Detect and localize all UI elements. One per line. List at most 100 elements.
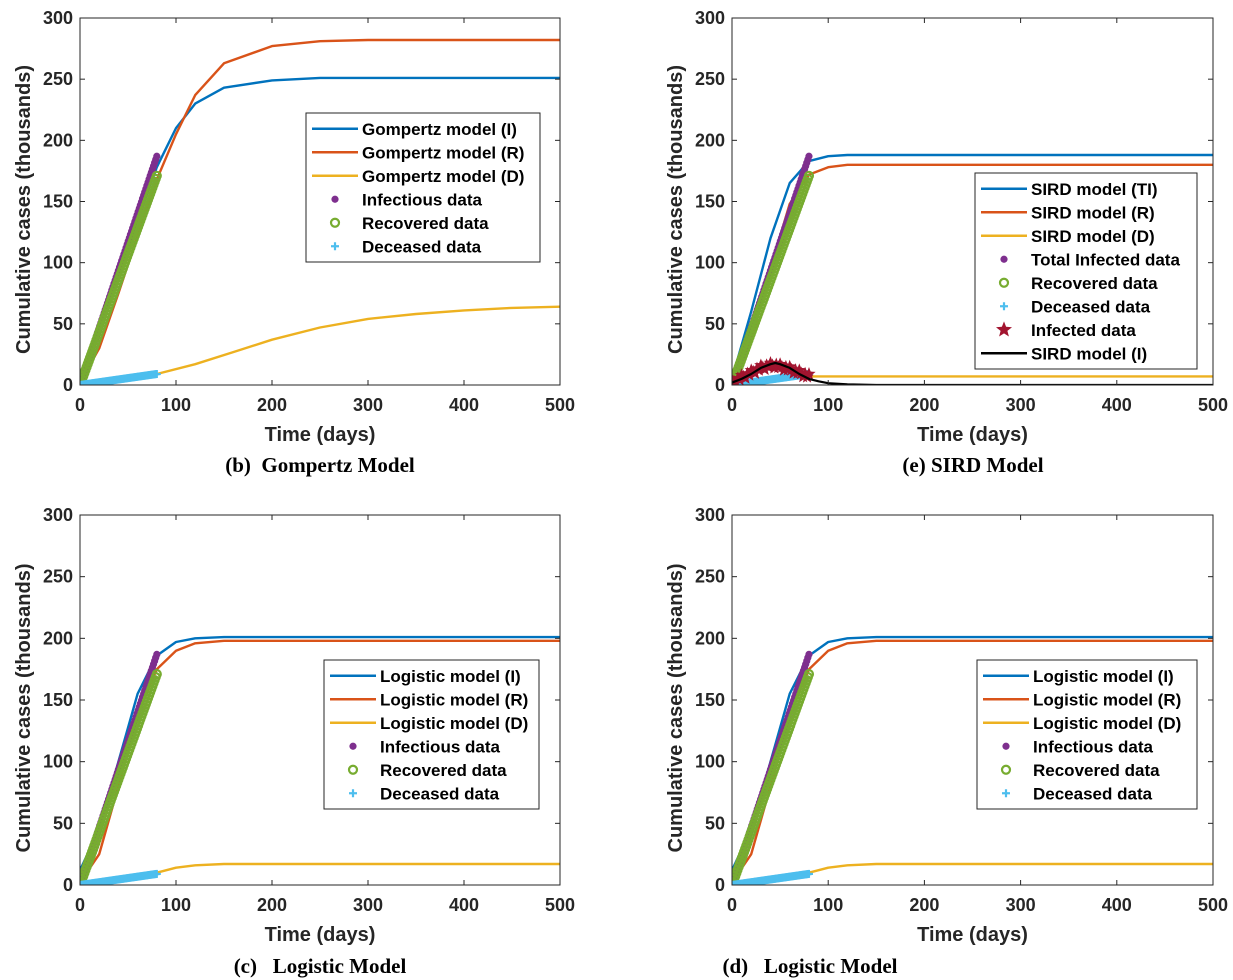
- legend-label: Logistic model (R): [380, 690, 528, 709]
- x-tick-label: 300: [353, 395, 383, 415]
- x-tick-label: 400: [1102, 395, 1132, 415]
- y-axis-label: Cumulative cases (thousands): [665, 564, 687, 853]
- y-tick-label: 200: [695, 130, 725, 150]
- x-axis-label: Time (days): [265, 424, 376, 446]
- y-tick-label: 50: [53, 314, 73, 334]
- y-axis-label: Cumulative cases (thousands): [13, 65, 35, 354]
- x-tick-label: 500: [545, 895, 575, 915]
- y-tick-label: 300: [43, 505, 73, 525]
- legend-swatch: [1002, 742, 1010, 750]
- legend-label: Infectious data: [1033, 737, 1154, 756]
- legend-label: SIRD model (D): [1031, 227, 1155, 246]
- series-infectious-data-point: [153, 152, 161, 160]
- legend-swatch: [1002, 789, 1010, 798]
- x-tick-label: 0: [75, 895, 85, 915]
- plot-area: [80, 635, 560, 885]
- legend-label: Infectious data: [380, 737, 501, 756]
- series-infected-data-point: [802, 367, 816, 380]
- y-axis-label: Cumulative cases (thousands): [665, 65, 687, 354]
- y-tick-label: 250: [43, 69, 73, 89]
- series-infected-data-point: [792, 363, 806, 376]
- legend-swatch: [331, 242, 339, 251]
- series-recovered-data-markers: [732, 668, 815, 885]
- legend-box: [323, 659, 540, 810]
- legend-label: Recovered data: [1033, 761, 1160, 780]
- y-tick-label: 0: [63, 875, 73, 895]
- x-axis-label: Time (days): [917, 924, 1028, 946]
- legend-label: Logistic model (I): [1033, 667, 1174, 686]
- legend-label: Deceased data: [1031, 297, 1151, 316]
- panel-caption: (b) Gompertz Model: [225, 453, 415, 477]
- chart-panel-3: 0 100 200 300 400 500 0 50 100 150 200 250 300 Time (…: [13, 505, 575, 978]
- legend: Logistic model (I) Logistic model (R) Logi…: [976, 659, 1198, 810]
- y-tick-label: 300: [695, 8, 725, 28]
- series-recovered-data-markers: [80, 170, 162, 385]
- legend-swatch: [1000, 302, 1008, 311]
- y-tick-label: 200: [43, 130, 73, 150]
- legend-label: Infected data: [1031, 321, 1136, 340]
- y-tick-label: 250: [695, 567, 725, 587]
- x-tick-label: 200: [909, 895, 939, 915]
- series-recovered-data-point: [151, 668, 162, 680]
- series-recovered-data-point: [803, 170, 815, 181]
- panel-caption: (c) Logistic Model: [234, 954, 407, 978]
- legend-label: SIRD model (R): [1031, 203, 1155, 222]
- series-deceased-data-markers: [80, 869, 161, 885]
- x-tick-label: 400: [449, 895, 479, 915]
- legend-label: Logistic model (D): [1033, 714, 1181, 733]
- x-axis-label: Time (days): [917, 424, 1028, 446]
- x-tick-label: 200: [257, 395, 287, 415]
- legend: SIRD model (TI) SIRD model (R) SIRD model …: [974, 172, 1198, 370]
- x-tick-label: 400: [449, 395, 479, 415]
- legend-label: Gompertz model (R): [362, 143, 524, 162]
- panel-caption: (e) SIRD Model: [902, 453, 1043, 477]
- legend-swatch: [998, 277, 1010, 288]
- x-tick-label: 300: [1006, 895, 1036, 915]
- series-deceased-data-point: [152, 869, 161, 878]
- chart-panel-1: 0 100 200 300 400 500 0 50 100 150 200 250 300 Time (…: [13, 8, 575, 477]
- series-recovered-data-markers: [80, 668, 162, 885]
- x-axis-label: Time (days): [265, 924, 376, 946]
- series-recovered-data-point: [151, 170, 162, 181]
- legend-label: Recovered data: [380, 761, 507, 780]
- y-tick-label: 0: [715, 875, 725, 895]
- x-tick-label: 0: [727, 895, 737, 915]
- y-tick-label: 150: [695, 192, 725, 212]
- legend-label: SIRD model (TI): [1031, 180, 1158, 199]
- series-deceased-data-markers: [80, 369, 161, 385]
- legend-label: Total Infected data: [1031, 250, 1180, 269]
- y-tick-label: 100: [695, 752, 725, 772]
- legend: Gompertz model (I) Gompertz model (R) Gomp…: [305, 112, 541, 263]
- y-tick-label: 0: [63, 375, 73, 395]
- legend-swatch: [347, 764, 359, 775]
- legend-label: Logistic model (R): [1033, 690, 1181, 709]
- y-tick-label: 100: [695, 253, 725, 273]
- series-infectious-data-point: [805, 650, 813, 658]
- legend-swatch: [349, 742, 357, 750]
- x-tick-label: 0: [75, 395, 85, 415]
- series-total-infected-data-point: [805, 152, 813, 160]
- panel-caption: (d) Logistic Model: [723, 954, 898, 978]
- legend-label: Deceased data: [362, 237, 482, 256]
- x-tick-label: 200: [909, 395, 939, 415]
- y-tick-label: 0: [715, 375, 725, 395]
- y-tick-label: 250: [695, 69, 725, 89]
- x-tick-label: 400: [1102, 895, 1132, 915]
- legend-label: Recovered data: [1031, 274, 1158, 293]
- x-tick-label: 100: [813, 395, 843, 415]
- plot-area: [80, 38, 560, 385]
- series-infectious-data-point: [153, 650, 161, 658]
- y-tick-label: 250: [43, 567, 73, 587]
- series-recovered-data-point: [803, 668, 815, 680]
- plot-area: [732, 635, 1213, 885]
- legend-label: Logistic model (D): [380, 714, 528, 733]
- series-infected-data-point: [783, 359, 797, 373]
- legend-label: Gompertz model (I): [362, 120, 517, 139]
- legend-label: Infectious data: [362, 190, 483, 209]
- legend-swatch: [1000, 764, 1012, 775]
- y-tick-label: 50: [705, 813, 725, 833]
- legend-label: Logistic model (I): [380, 667, 521, 686]
- x-tick-label: 100: [813, 895, 843, 915]
- x-tick-label: 100: [161, 895, 191, 915]
